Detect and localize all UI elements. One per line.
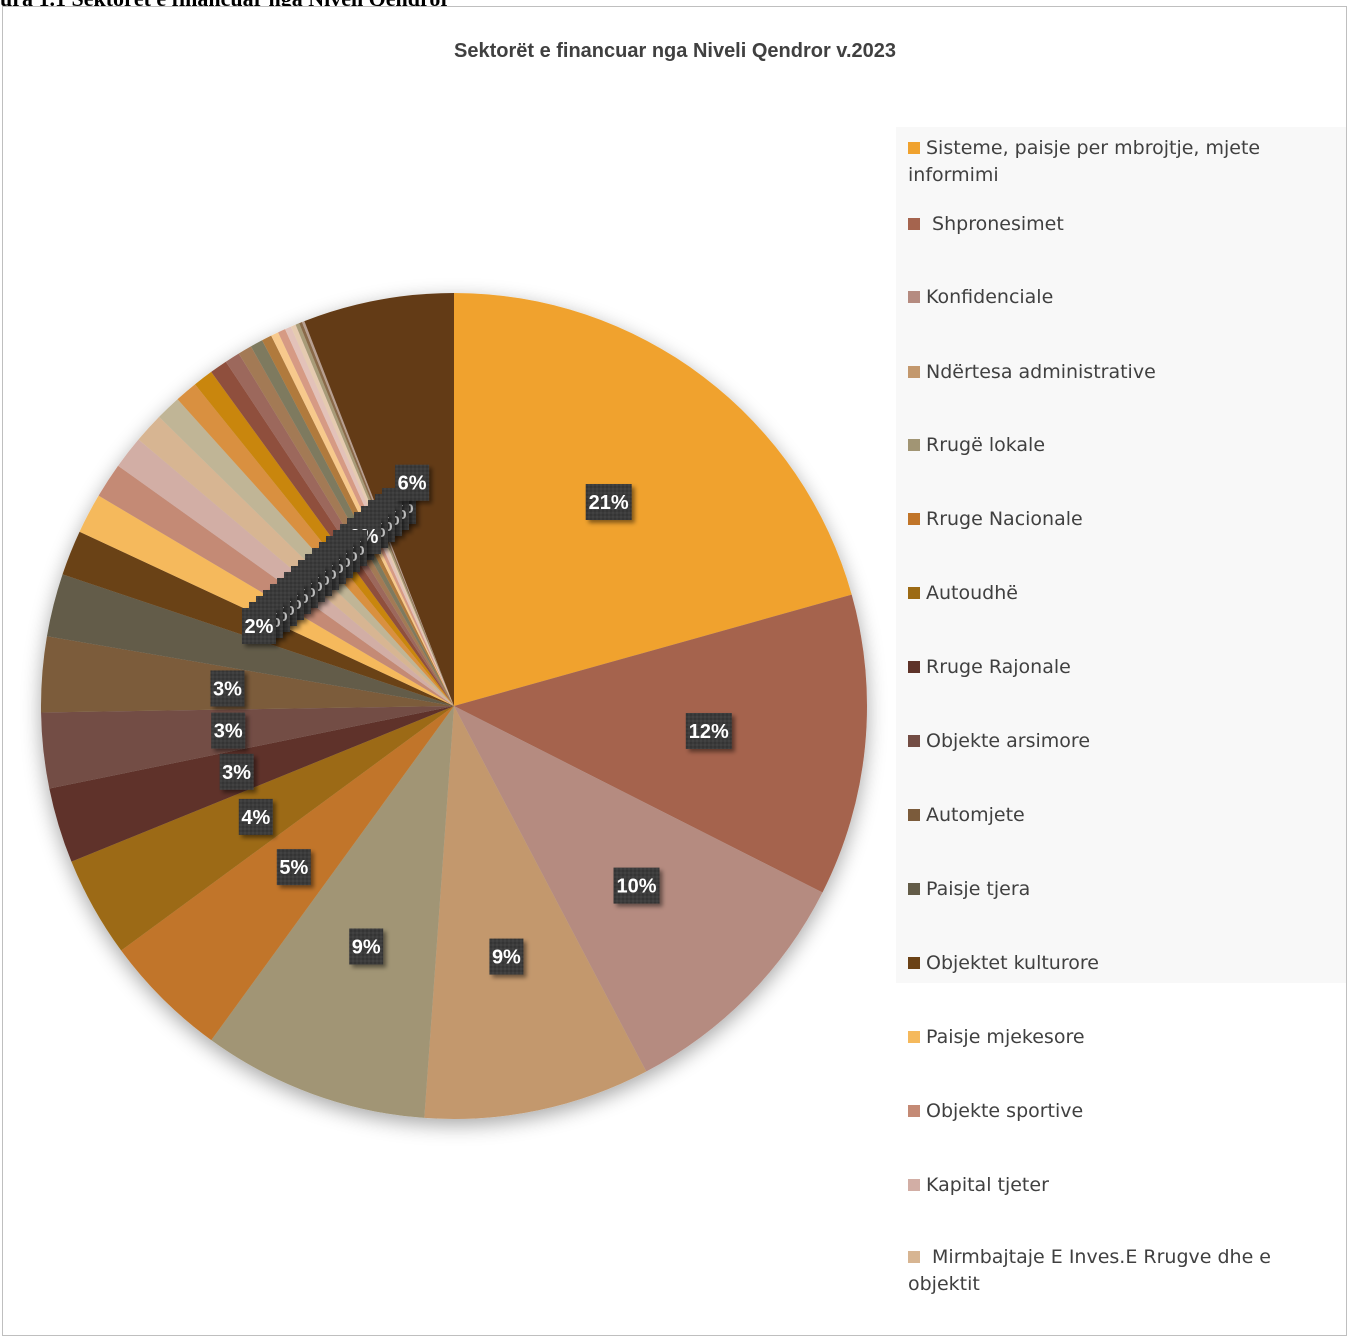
- pie-slice: [211, 706, 454, 1118]
- legend-label: Rruge Nacionale: [926, 508, 1083, 530]
- legend-swatch: [908, 809, 920, 821]
- pie-slice: [41, 706, 455, 789]
- legend-label: Paisje tjera: [926, 878, 1031, 900]
- legend-swatch: [908, 366, 920, 378]
- data-label: 3%: [219, 753, 254, 790]
- legend-label: Rruge Rajonale: [926, 656, 1071, 678]
- legend-item: Rruge Rajonale: [908, 654, 1308, 681]
- legend-label: Objekte arsimore: [926, 730, 1091, 752]
- legend-item: Mirmbajtaje E Inves.E Rrugve dhe e objek…: [908, 1244, 1308, 1298]
- data-label: 4%: [238, 798, 273, 835]
- legend-swatch: [908, 513, 920, 525]
- legend-label: Kapital tjeter: [926, 1174, 1049, 1196]
- page-caption: ura 1.1 Sektorët e financuar nga Niveli …: [0, 0, 1350, 8]
- pie-slice: [177, 384, 455, 706]
- svg-text:3%: 3%: [214, 721, 243, 743]
- pie-slice: [159, 399, 454, 706]
- legend-item: Autoudhë: [908, 580, 1308, 607]
- legend-label: Ndërtesa administrative: [926, 361, 1156, 383]
- pie-slice: [194, 371, 454, 706]
- legend-item: Rruge Nacionale: [908, 506, 1308, 533]
- legend-swatch: [908, 291, 920, 303]
- legend-item: Rrugë lokale: [908, 432, 1308, 459]
- svg-text:3%: 3%: [213, 679, 242, 701]
- legend-swatch: [908, 587, 920, 599]
- chart-title: Sektorët e financuar nga Niveli Qendror …: [453, 40, 896, 62]
- pie-slice: [211, 361, 454, 706]
- legend-item: Kapital tjeter: [908, 1172, 1308, 1199]
- legend-label: Paisje mjekesore: [926, 1026, 1085, 1048]
- data-label: 3%: [211, 712, 246, 749]
- legend-swatch: [908, 883, 920, 895]
- legend-label: Konfidenciale: [926, 286, 1054, 308]
- data-label: 10%: [613, 867, 660, 904]
- svg-text:4%: 4%: [241, 807, 270, 829]
- data-label: 3%: [210, 670, 245, 707]
- pie-slice: [424, 706, 647, 1119]
- chart-legend: Sisteme, paisje per mbrojtje, mjete info…: [896, 127, 1346, 1295]
- legend-label: Objektet kulturore: [926, 952, 1099, 974]
- legend-swatch: [908, 142, 920, 154]
- pie-slice: [40, 636, 454, 713]
- legend-item: Paisje mjekesore: [908, 1024, 1308, 1051]
- legend-swatch: [908, 661, 920, 673]
- pie-slice: [138, 416, 454, 706]
- legend-swatch: [908, 218, 920, 230]
- data-label: 21%: [585, 484, 632, 520]
- legend-item: Sisteme, paisje per mbrojtje, mjete info…: [908, 135, 1308, 189]
- data-label: 9%: [489, 938, 524, 975]
- legend-swatch: [908, 1105, 920, 1117]
- legend-swatch: [908, 735, 920, 747]
- legend-swatch: [908, 439, 920, 451]
- legend-item: Paisje tjera: [908, 876, 1308, 903]
- data-label: 12%: [685, 713, 732, 749]
- svg-text:10%: 10%: [616, 876, 656, 898]
- legend-item: Objektet kulturore: [908, 950, 1308, 977]
- svg-text:9%: 9%: [352, 937, 381, 959]
- pie-slice: [454, 594, 868, 893]
- svg-text:2%: 2%: [245, 616, 274, 638]
- legend-label: Automjete: [926, 804, 1025, 826]
- legend-swatch: [908, 957, 920, 969]
- svg-text:6%: 6%: [398, 473, 427, 495]
- legend-swatch: [908, 1179, 920, 1191]
- legend-item: Shpronesimet: [908, 211, 1308, 238]
- svg-text:12%: 12%: [689, 721, 729, 743]
- legend-item: Automjete: [908, 802, 1308, 829]
- legend-label: Autoudhë: [926, 582, 1018, 604]
- legend-label: Sisteme, paisje per mbrojtje, mjete info…: [908, 137, 1261, 186]
- pie-slice: [225, 353, 454, 706]
- legend-item: Ndërtesa administrative: [908, 359, 1308, 386]
- legend-label: Rrugë lokale: [926, 434, 1046, 456]
- legend-label: Shpronesimet: [926, 213, 1064, 235]
- legend-item: Objekte arsimore: [908, 728, 1308, 755]
- data-label: 9%: [349, 928, 384, 965]
- legend-label: Mirmbajtaje E Inves.E Rrugve dhe e objek…: [908, 1246, 1271, 1295]
- pie-slice: [454, 293, 852, 706]
- data-label: 6%: [395, 464, 430, 501]
- legend-item: Objekte sportive: [908, 1098, 1308, 1125]
- svg-text:9%: 9%: [492, 947, 521, 969]
- svg-text:5%: 5%: [279, 857, 308, 879]
- legend-item: Konfidenciale: [908, 284, 1308, 311]
- legend-swatch: [908, 1251, 920, 1263]
- legend-swatch: [908, 1031, 920, 1043]
- legend-label: Objekte sportive: [926, 1100, 1084, 1122]
- svg-text:21%: 21%: [589, 492, 629, 514]
- data-label: 2%: [242, 608, 276, 644]
- data-label: 5%: [276, 849, 311, 886]
- svg-text:3%: 3%: [222, 762, 251, 784]
